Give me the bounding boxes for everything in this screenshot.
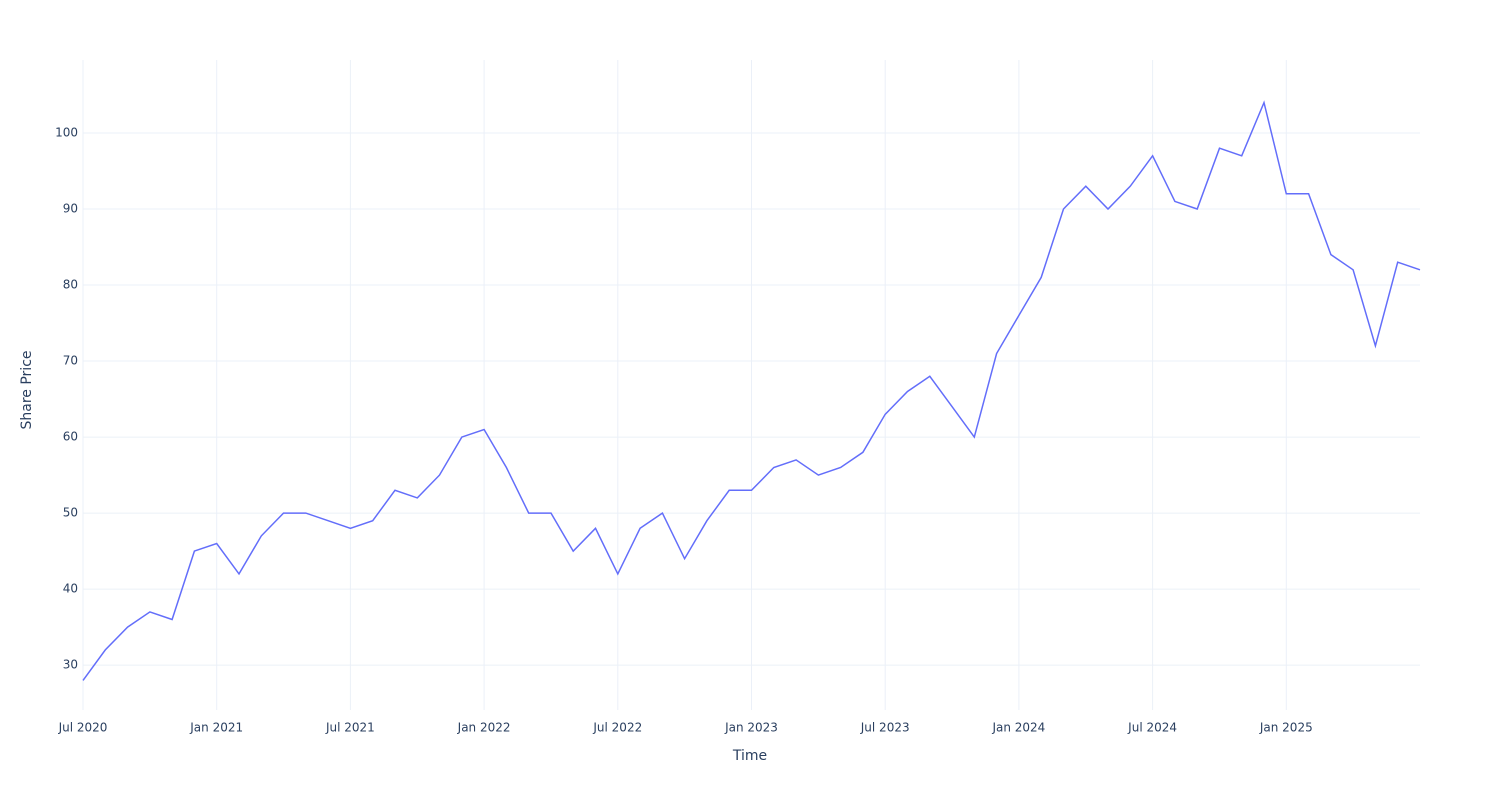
y-tick-label: 90 (63, 202, 78, 216)
y-axis-title: Share Price (19, 350, 35, 429)
x-tick-label: Jan 2024 (991, 721, 1045, 735)
x-tick-label: Jul 2022 (592, 721, 642, 735)
x-tick-label: Jul 2023 (860, 721, 910, 735)
line-series (82, 100, 1421, 681)
y-tick-label: 80 (63, 278, 78, 292)
x-tick-label: Jan 2021 (189, 721, 243, 735)
y-tick-label: 30 (63, 658, 78, 672)
x-tick-label: Jan 2025 (1259, 721, 1313, 735)
x-tick-label: Jul 2020 (58, 721, 108, 735)
x-tick-label: Jul 2021 (325, 721, 375, 735)
x-axis-title: Time (732, 748, 767, 764)
y-tick-label: 100 (55, 125, 78, 139)
x-tick-label: Jan 2022 (457, 721, 511, 735)
y-tick-label: 50 (63, 506, 78, 520)
y-tick-label: 40 (63, 582, 78, 596)
x-tick-label: Jul 2024 (1127, 721, 1177, 735)
y-tick-label: 70 (63, 354, 78, 368)
x-tick-label: Jan 2023 (724, 721, 778, 735)
y-tick-label: 60 (63, 430, 78, 444)
